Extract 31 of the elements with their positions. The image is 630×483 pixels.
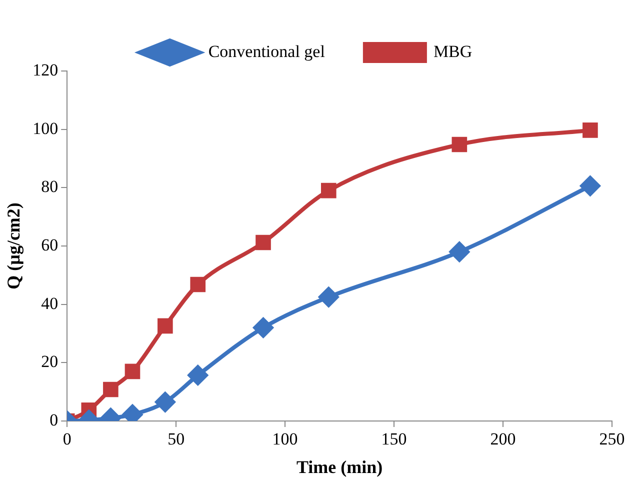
x-axis-title: Time (min) xyxy=(296,456,383,477)
point xyxy=(256,234,271,250)
point xyxy=(580,176,600,196)
y-tick-label: 0 xyxy=(50,410,58,430)
point xyxy=(449,242,470,262)
point xyxy=(253,318,274,338)
legend-label: MBG xyxy=(433,42,472,61)
y-tick-label: 40 xyxy=(41,294,58,313)
y-tick-label: 60 xyxy=(41,235,58,254)
y-tick-label: 20 xyxy=(41,352,58,372)
point xyxy=(318,287,339,308)
point xyxy=(124,364,140,380)
legend-label: Conventional gel xyxy=(208,42,326,61)
x-tick-label: 0 xyxy=(62,430,72,449)
y-tick-label: 100 xyxy=(32,118,58,138)
x-tick-label: 250 xyxy=(599,430,625,449)
y-tick-label: 80 xyxy=(41,177,58,196)
x-tick-label: 150 xyxy=(381,430,407,449)
x-tick-label: 100 xyxy=(272,430,298,449)
point xyxy=(155,392,176,412)
point xyxy=(452,136,468,152)
x-tick-label: 200 xyxy=(490,430,516,449)
point xyxy=(158,318,173,334)
y-tick-label: 120 xyxy=(32,60,58,80)
x-tick-label: 50 xyxy=(168,430,185,449)
point xyxy=(190,276,206,292)
y-axis-title: Q (µg/cm2) xyxy=(3,202,24,290)
point xyxy=(320,182,336,198)
point xyxy=(188,365,208,386)
point xyxy=(582,122,598,138)
point xyxy=(103,382,118,398)
